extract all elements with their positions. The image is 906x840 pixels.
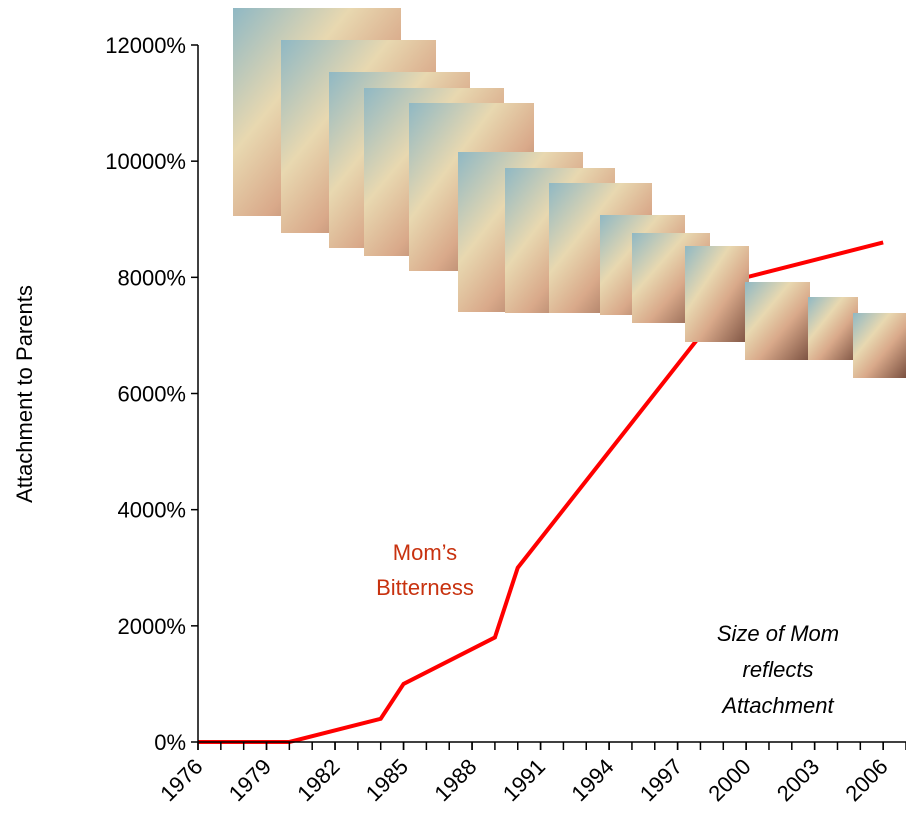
chart: Attachment to Parents 0% 2000% 4000% 6000% 8… [0, 0, 906, 840]
x-tick-label: 1991 [498, 754, 550, 806]
page: Attachment to Parents 0% 2000% 4000% 6000% 8… [0, 0, 906, 840]
x-tick-label: 1976 [155, 754, 207, 806]
x-tick-label: 2000 [703, 754, 755, 806]
y-tick-label: 10000% [105, 149, 186, 174]
y-tick-label: 2000% [117, 614, 186, 639]
photo [745, 282, 810, 360]
y-tick-label: 12000% [105, 33, 186, 58]
x-tick-label: 1997 [635, 754, 687, 806]
y-tick-label: 6000% [117, 382, 186, 407]
x-tick-label: 2006 [840, 754, 892, 806]
y-tick-label: 4000% [117, 498, 186, 523]
x-tick-label: 1979 [224, 754, 276, 806]
x-tick-label: 1982 [292, 754, 344, 806]
photos [233, 8, 906, 378]
y-tick-label: 8000% [117, 265, 186, 290]
y-axis-label: Attachment to Parents [12, 285, 37, 503]
photo [853, 313, 906, 378]
x-tick-label: 1985 [361, 754, 413, 806]
y-tick-label: 0% [154, 730, 186, 755]
photo [685, 246, 749, 342]
photo [808, 297, 858, 360]
x-tick-label: 1994 [566, 754, 618, 806]
x-tick-label: 1988 [429, 754, 481, 806]
x-tick-label: 2003 [772, 754, 824, 806]
